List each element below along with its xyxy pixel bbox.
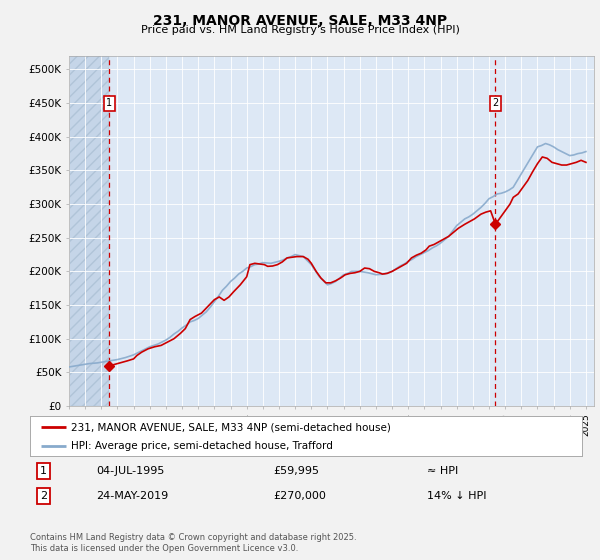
Text: 231, MANOR AVENUE, SALE, M33 4NP (semi-detached house): 231, MANOR AVENUE, SALE, M33 4NP (semi-d… [71,422,391,432]
Text: 1: 1 [106,98,112,108]
Text: £270,000: £270,000 [273,491,326,501]
Text: Price paid vs. HM Land Registry's House Price Index (HPI): Price paid vs. HM Land Registry's House … [140,25,460,35]
Text: HPI: Average price, semi-detached house, Trafford: HPI: Average price, semi-detached house,… [71,441,333,451]
Text: 04-JUL-1995: 04-JUL-1995 [96,465,164,475]
Text: 14% ↓ HPI: 14% ↓ HPI [427,491,487,501]
Text: Contains HM Land Registry data © Crown copyright and database right 2025.
This d: Contains HM Land Registry data © Crown c… [30,533,356,553]
Bar [69,56,109,406]
Text: £59,995: £59,995 [273,465,319,475]
Text: ≈ HPI: ≈ HPI [427,465,458,475]
Text: 1: 1 [40,465,47,475]
Text: 2: 2 [493,98,499,108]
Text: 24-MAY-2019: 24-MAY-2019 [96,491,169,501]
Text: 231, MANOR AVENUE, SALE, M33 4NP: 231, MANOR AVENUE, SALE, M33 4NP [153,14,447,28]
Text: 2: 2 [40,491,47,501]
